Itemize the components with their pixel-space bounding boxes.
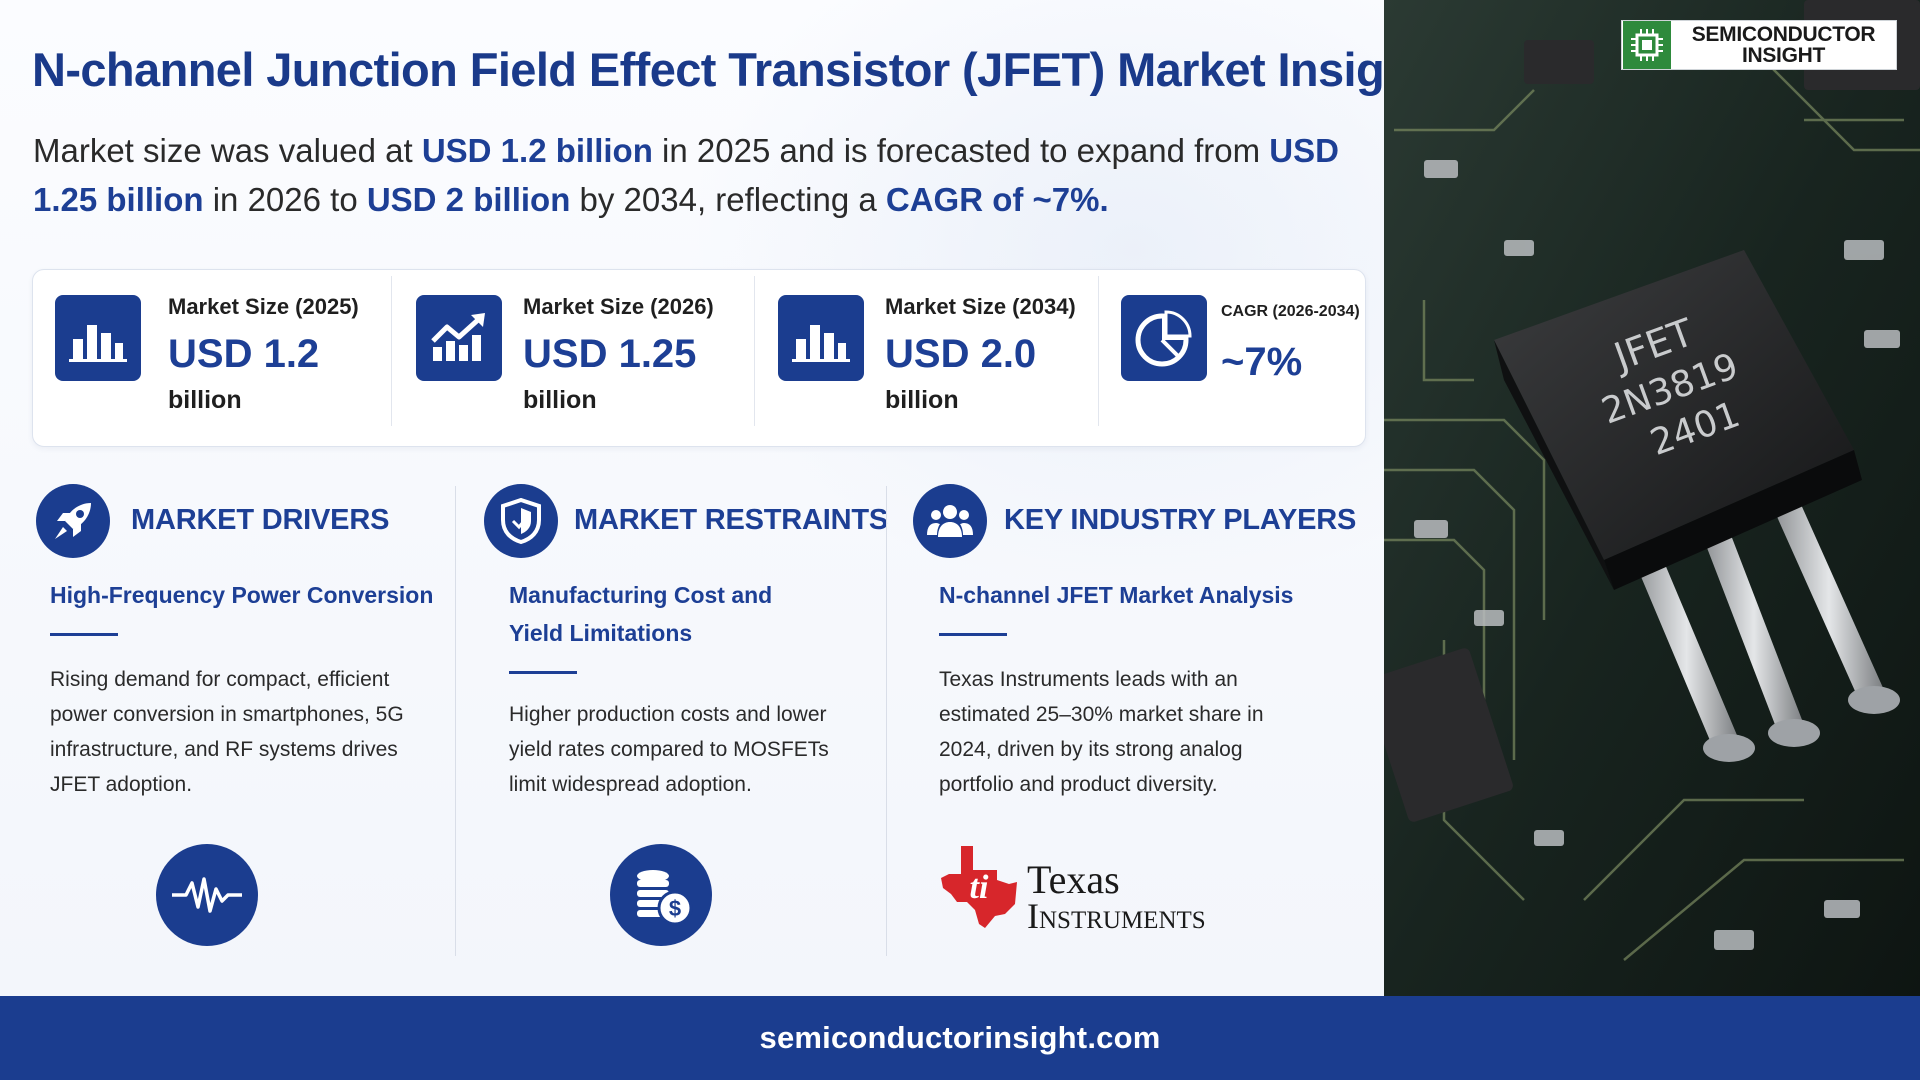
summary-highlight-2034: USD 2 billion <box>366 181 571 218</box>
footer-bar: semiconductorinsight.com <box>0 996 1920 1080</box>
divider <box>455 486 456 956</box>
section-subtitle: Manufacturing Cost and Yield Limitations <box>509 582 773 646</box>
stat-unit: billion <box>523 386 597 414</box>
stat-market-size-2034: Market Size (2034) USD 2.0 billion <box>755 270 1098 446</box>
team-icon <box>913 484 987 558</box>
page-title: N-channel Junction Field Effect Transist… <box>32 43 1384 96</box>
key-players-section: KEY INDUSTRY PLAYERS N-channel JFET Mark… <box>913 484 1363 954</box>
texas-state-icon: ti <box>941 846 1017 928</box>
pie-chart-icon <box>1121 295 1207 381</box>
underline-rule <box>939 633 1007 636</box>
summary-highlight-2026: USD 1.25 billion <box>33 132 1339 218</box>
divider <box>886 486 887 956</box>
footer-website-link[interactable]: semiconductorinsight.com <box>759 1020 1161 1055</box>
stat-label: CAGR (2026-2034) <box>1221 303 1360 320</box>
stat-market-size-2026: Market Size (2026) USD 1.25 billion <box>392 270 754 446</box>
section-body: Higher production costs and lower yield … <box>509 703 829 796</box>
stats-card: Market Size (2025) USD 1.2 billion Marke… <box>32 269 1366 447</box>
market-restraints-section: MARKET RESTRAINTS Manufacturing Cost and… <box>484 484 888 954</box>
coins-dollar-icon: $ <box>610 844 712 946</box>
stat-cagr: CAGR (2026-2034) ~7% <box>1099 270 1365 446</box>
summary-text: in 2025 and is forecasted to expand from <box>652 132 1270 169</box>
section-body: Texas Instruments leads with an estimate… <box>939 668 1264 796</box>
stat-value: USD 1.25 <box>523 332 697 376</box>
summary-highlight-cagr: CAGR of ~7%. <box>885 181 1109 218</box>
section-heading: MARKET DRIVERS <box>131 504 390 536</box>
jfet-chip-illustration: JFET 2N3819 2401 <box>1384 0 1920 996</box>
bar-chart-icon <box>778 295 864 381</box>
divider <box>391 276 392 426</box>
summary-highlight-2025: USD 1.2 billion <box>421 132 653 169</box>
underline-rule <box>509 671 577 674</box>
summary-text: Market size was valued at <box>33 132 422 169</box>
divider <box>1098 276 1099 426</box>
texas-instruments-logo: ti Texas Instruments <box>939 844 1279 944</box>
section-subtitle: N-channel JFET Market Analysis <box>939 582 1294 608</box>
stat-label: Market Size (2026) <box>523 294 714 319</box>
stat-label: Market Size (2025) <box>168 294 359 319</box>
semiconductor-insight-logo: SEMICONDUCTOR INSIGHT <box>1621 20 1897 70</box>
market-summary: Market size was valued at USD 1.2 billio… <box>33 126 1353 224</box>
brand-line-2: INSIGHT <box>1741 44 1826 67</box>
content-panel: N-channel Junction Field Effect Transist… <box>0 0 1384 996</box>
chip-logo-icon <box>1623 21 1671 69</box>
divider <box>754 276 755 426</box>
section-subtitle: High-Frequency Power Conversion <box>50 582 434 608</box>
summary-text: by 2034, reflecting a <box>570 181 886 218</box>
summary-text: in 2026 to <box>203 181 367 218</box>
brand-line-1: SEMICONDUCTOR <box>1691 23 1876 46</box>
svg-text:ti: ti <box>970 869 989 906</box>
brand-name: SEMICONDUCTOR INSIGHT <box>1671 24 1896 66</box>
section-body: Rising demand for compact, efficient pow… <box>50 668 404 796</box>
section-heading: KEY INDUSTRY PLAYERS <box>1004 504 1357 536</box>
underline-rule <box>50 633 118 636</box>
stat-value: USD 2.0 <box>885 332 1037 376</box>
rocket-icon <box>36 484 110 558</box>
svg-text:$: $ <box>669 896 681 921</box>
trend-up-chart-icon <box>416 295 502 381</box>
stat-value: ~7% <box>1221 340 1303 384</box>
stat-unit: billion <box>168 386 242 414</box>
stat-unit: billion <box>885 386 959 414</box>
pulse-wave-icon <box>156 844 258 946</box>
stat-value: USD 1.2 <box>168 332 320 376</box>
stat-market-size-2025: Market Size (2025) USD 1.2 billion <box>33 270 391 446</box>
bar-chart-icon <box>55 295 141 381</box>
market-drivers-section: MARKET DRIVERS High-Frequency Power Conv… <box>36 484 436 954</box>
stat-label: Market Size (2034) <box>885 294 1076 319</box>
shield-icon <box>484 484 558 558</box>
logo-line-texas: Texas <box>1027 857 1120 902</box>
logo-line-instruments: Instruments <box>1027 896 1206 936</box>
circuit-board-photo: JFET 2N3819 2401 <box>1384 0 1920 996</box>
section-heading: MARKET RESTRAINTS <box>574 504 888 536</box>
